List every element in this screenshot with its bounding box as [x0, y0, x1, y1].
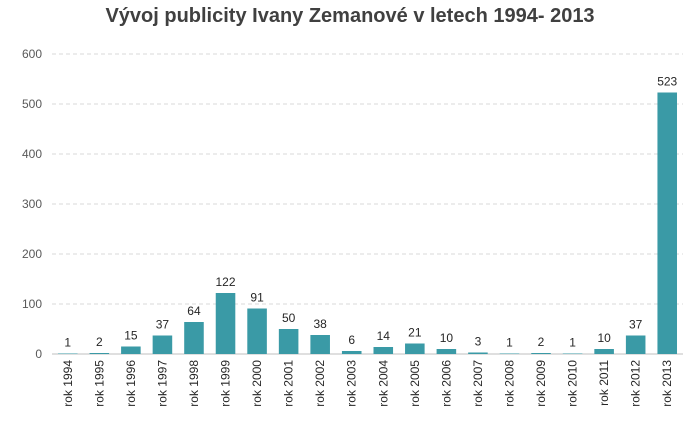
x-tick-label: rok 2002 [313, 360, 327, 407]
x-tick-label: rok 2000 [250, 360, 264, 407]
data-label: 38 [313, 317, 327, 331]
x-tick-label: rok 2011 [597, 360, 611, 406]
data-label: 15 [124, 329, 138, 343]
data-label: 91 [250, 291, 264, 305]
x-tick-label: rok 2008 [502, 360, 516, 407]
y-tick-label: 100 [22, 297, 42, 311]
x-tick-label: rok 2012 [629, 360, 643, 407]
x-axis-ticks: rok 1994 rok 1995 rok 1996 rok 1997 rok 1998… [61, 360, 674, 407]
x-tick-label: rok 2013 [660, 360, 674, 407]
bar [341, 351, 362, 354]
bar [373, 347, 394, 354]
bar [436, 349, 457, 354]
bar [152, 335, 173, 354]
bar [121, 346, 141, 354]
x-tick-label: rok 1996 [124, 360, 138, 407]
x-tick-label: rok 2006 [439, 360, 453, 407]
x-tick-label: rok 2010 [566, 360, 580, 407]
bars [57, 92, 678, 354]
data-label: 6 [348, 333, 355, 347]
y-tick-label: 400 [22, 147, 42, 161]
x-tick-label: rok 1997 [155, 360, 169, 407]
bar [184, 322, 204, 354]
data-label: 37 [629, 318, 643, 332]
data-label: 1 [64, 336, 71, 350]
bar [278, 329, 299, 354]
data-label: 1 [506, 336, 513, 350]
data-label: 21 [408, 326, 422, 340]
bar [57, 353, 78, 354]
x-tick-label: rok 1998 [187, 360, 201, 407]
data-label: 14 [377, 329, 391, 343]
data-label: 2 [96, 335, 103, 349]
x-tick-label: rok 2005 [408, 360, 422, 407]
x-tick-label: rok 2003 [345, 360, 359, 407]
data-label: 2 [538, 335, 545, 349]
bar [468, 352, 488, 354]
x-tick-label: rok 2007 [471, 360, 485, 407]
x-tick-label: rok 1995 [92, 360, 106, 407]
x-tick-label: rok 2009 [534, 360, 548, 407]
chart-title: Vývoj publicity Ivany Zemanové v letech … [105, 5, 595, 27]
bar [499, 353, 520, 354]
y-tick-label: 300 [22, 197, 42, 211]
bar [89, 353, 110, 354]
bar [310, 335, 330, 354]
bar [405, 343, 425, 354]
bar [531, 353, 551, 354]
bar [247, 308, 267, 354]
y-axis-ticks: 0 100 200 300 400 500 600 [22, 47, 42, 361]
data-label: 10 [440, 331, 454, 345]
data-label: 10 [597, 331, 611, 345]
bar [562, 353, 583, 354]
gridlines [52, 53, 683, 305]
data-label: 50 [282, 311, 296, 325]
bar [657, 92, 678, 354]
bar [215, 293, 236, 354]
x-tick-label: rok 2001 [282, 360, 296, 407]
x-tick-label: rok 2004 [376, 360, 390, 407]
bar [594, 349, 614, 354]
data-label: 3 [475, 335, 482, 349]
bar [625, 335, 646, 354]
data-label: 1 [569, 336, 576, 350]
y-tick-label: 600 [22, 47, 42, 61]
y-tick-label: 0 [35, 347, 42, 361]
data-label: 122 [216, 275, 236, 289]
x-tick-label: rok 1994 [61, 360, 75, 407]
data-label: 523 [657, 75, 677, 89]
data-label: 37 [156, 318, 170, 332]
y-tick-label: 500 [22, 97, 42, 111]
y-tick-label: 200 [22, 247, 42, 261]
x-tick-label: rok 1999 [219, 360, 233, 407]
data-label: 64 [187, 304, 201, 318]
